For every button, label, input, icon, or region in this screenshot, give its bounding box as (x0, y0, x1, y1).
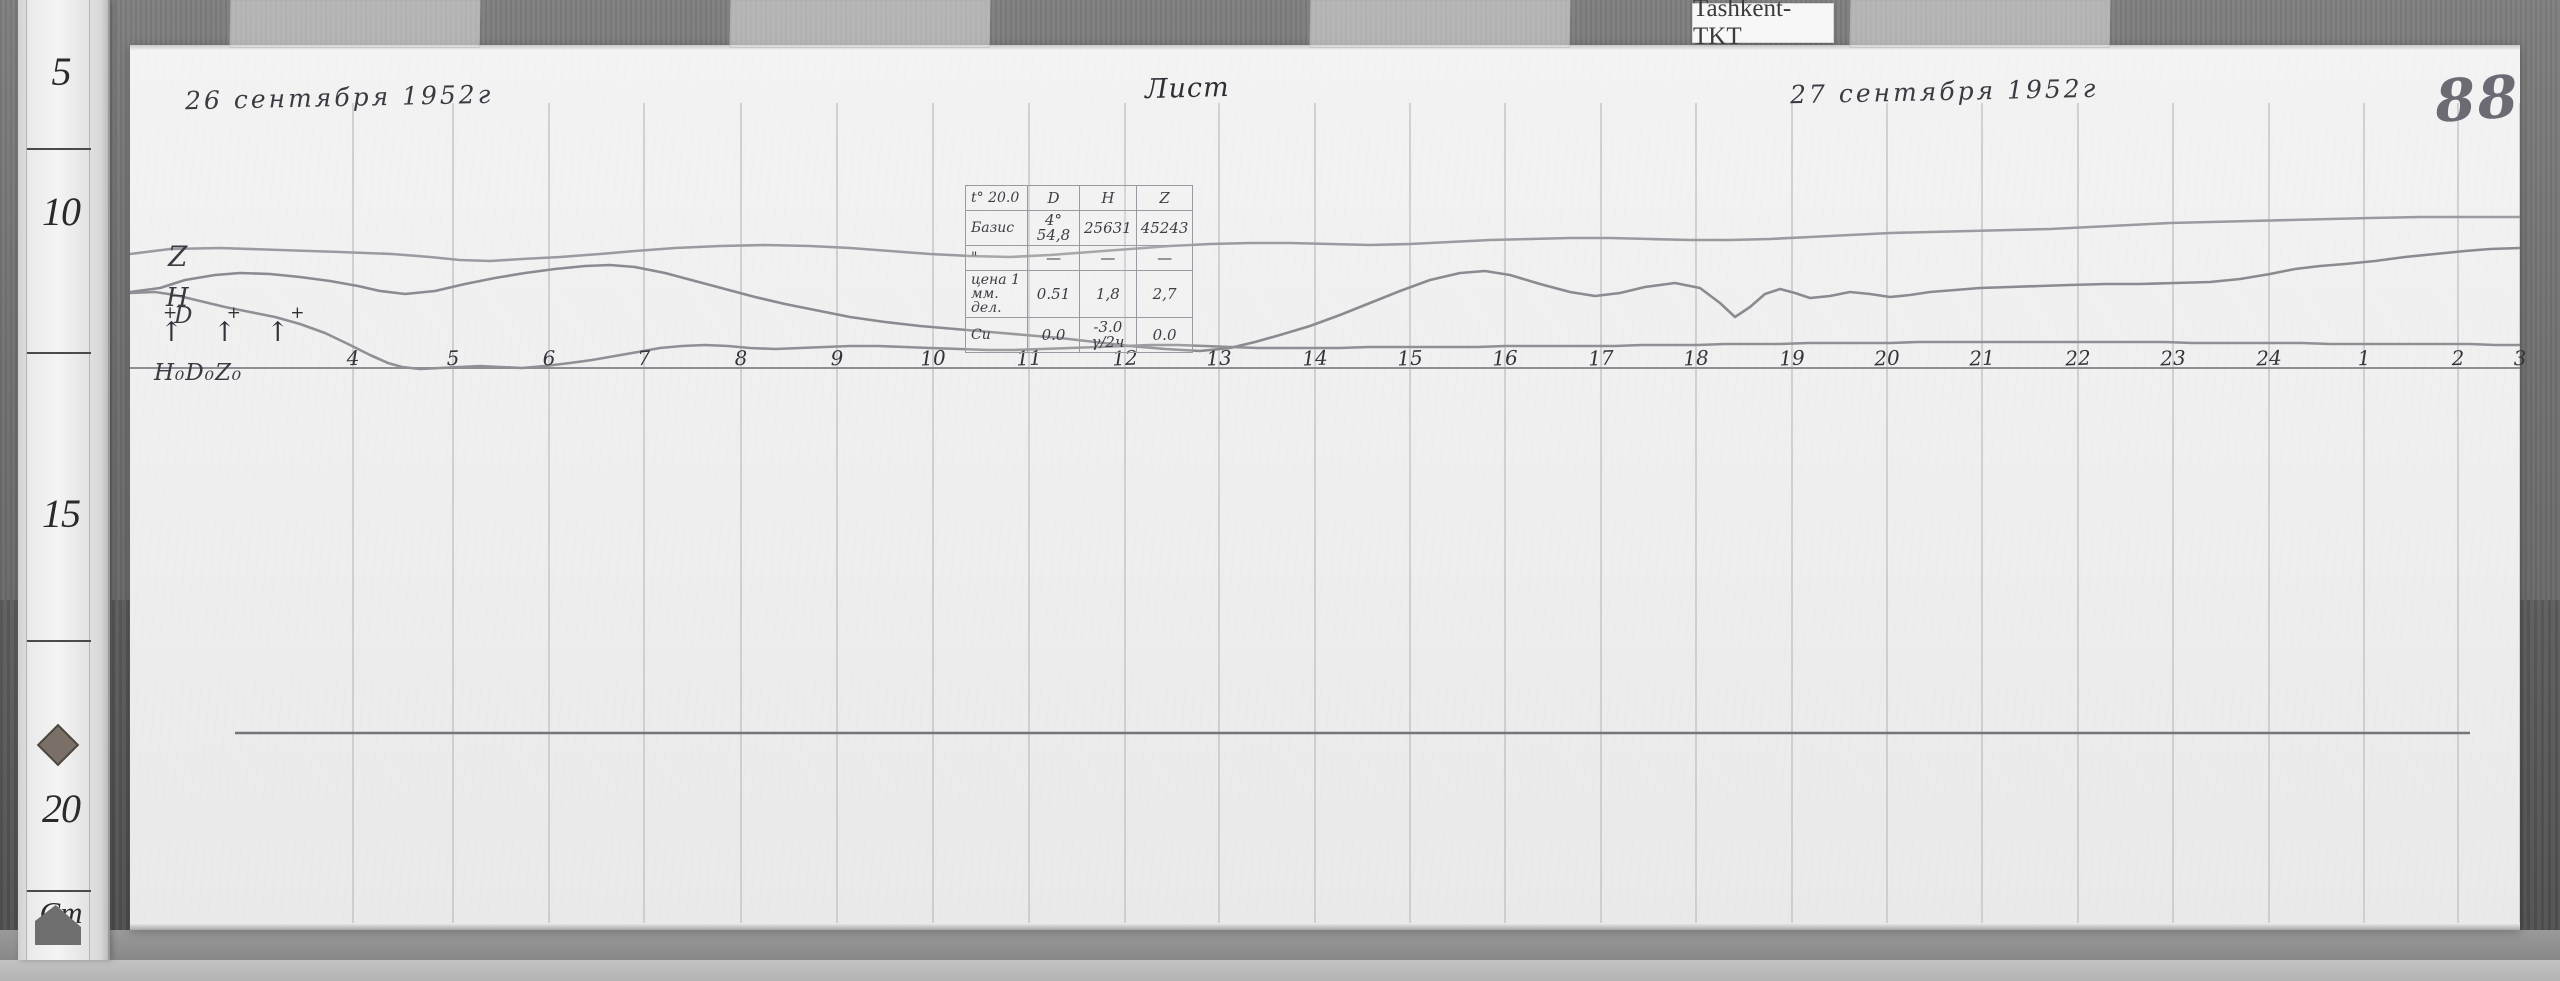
tape-strip-2 (729, 0, 991, 48)
calibration-row: Базис 4° 54,8 25631 45243 (965, 210, 1194, 246)
x-tick-label-24: 24 (2255, 345, 2283, 371)
x-tick-label-20: 20 (1873, 345, 1901, 371)
x-tick-label-15: 15 (1396, 345, 1424, 371)
ruler-tick-20 (27, 890, 91, 892)
x-tick-label-14: 14 (1301, 345, 1329, 371)
plot-area (130, 103, 2520, 923)
measuring-ruler: 5 10 15 20 Cm (18, 0, 110, 960)
calibration-cell-2-1: 0.51 (1027, 270, 1080, 318)
ruler-label-5: 5 (51, 49, 72, 94)
calibration-cell-1-3: — (1135, 245, 1194, 271)
calibration-col-header-1: D (1027, 185, 1080, 211)
calibration-cell-2-2: 1,8 (1079, 270, 1137, 318)
x-tick-label-7: 7 (637, 345, 651, 371)
calibration-row: " — — — (965, 245, 1194, 271)
calibration-cell-0-1: 4° 54,8 (1027, 210, 1080, 246)
handwritten-page-number: 88 (2432, 62, 2522, 136)
x-tick-label-22: 22 (2064, 345, 2092, 371)
baseline-label: H₀D₀Z₀ (154, 360, 243, 386)
calibration-cell-0-0: Базис (965, 210, 1028, 246)
calibration-cell-1-1: — (1027, 245, 1080, 271)
calibration-cell-3-3: 0.0 (1135, 317, 1194, 353)
direction-arrow-row: ↑ ↑ ↑ (160, 317, 301, 348)
trace-label-h: H (166, 283, 189, 313)
ruler-tick-15 (27, 640, 91, 642)
x-tick-label-17: 17 (1587, 345, 1615, 371)
trace-label-d: D (174, 303, 193, 330)
vertical-gridlines (352, 103, 2520, 923)
ruler-label-10: 10 (42, 189, 81, 234)
ruler-diamond-marker (36, 723, 80, 767)
tape-strip-3 (1309, 0, 1571, 48)
magnetogram-paper: 4 5 6 7 8 9 10 11 12 13 14 15 16 17 18 19 20 21 22 23 24 1 2 3 … (130, 0, 2527, 930)
calibration-row: цена 1 мм. дел. 0.51 1,8 2,7 (965, 270, 1194, 318)
calibration-header-row: t° 20.0 D H Z (965, 185, 1194, 211)
station-name-label: Tashkent-TKT (1692, 0, 1834, 50)
x-tick-label-1: 1 (2357, 345, 2371, 371)
ruler-label-15: 15 (42, 491, 81, 536)
x-tick-label-9: 9 (830, 345, 844, 371)
arrow-sign-row: + + + (163, 303, 327, 323)
trace-z (130, 215, 2520, 263)
calibration-cell-0-3: 45243 (1135, 210, 1194, 246)
calibration-col-header-3: Z (1135, 185, 1194, 211)
x-tick-label-5: 5 (446, 345, 460, 371)
trace-h (130, 246, 2520, 353)
calibration-cell-3-2: -3.0 γ/2ч (1079, 317, 1137, 353)
calibration-cell-2-0: цена 1 мм. дел. (965, 270, 1028, 318)
x-tick-label-18: 18 (1682, 345, 1710, 371)
calibration-cell-3-0: Cu (965, 317, 1028, 353)
calibration-row: Cu 0.0 -3.0 γ/2ч 0.0 (965, 317, 1194, 353)
x-tick-label-4: 4 (346, 345, 360, 371)
ruler-tick-5 (27, 148, 91, 150)
ruler-face: 5 10 15 20 Cm (26, 0, 91, 960)
x-tick-label-19: 19 (1778, 345, 1806, 371)
bench-edge-strip-2 (0, 960, 2560, 981)
calibration-cell-3-1: 0.0 (1027, 317, 1080, 353)
x-tick-label-10: 10 (919, 345, 947, 371)
calibration-col-header-2: H (1079, 185, 1137, 211)
tape-strip-4 (1849, 0, 2111, 48)
calibration-cell-0-2: 25631 (1079, 210, 1137, 246)
magnetic-traces (130, 215, 2520, 371)
calibration-cell-1-2: — (1079, 245, 1137, 271)
paper-bottom-edge (130, 924, 2520, 930)
x-tick-label-2: 2 (2451, 345, 2465, 371)
handwritten-sheet-title: Лист (1144, 71, 1231, 106)
calibration-col-header-0: t° 20.0 (965, 185, 1028, 211)
x-tick-label-6: 6 (542, 345, 556, 371)
ruler-label-20: 20 (42, 786, 81, 831)
trace-label-hd: H D (166, 285, 193, 330)
x-tick-label-3: 3 (2513, 345, 2527, 371)
trace-label-z: Z (168, 240, 188, 273)
calibration-cell-2-3: 2,7 (1135, 270, 1194, 318)
ruler-tick-10 (27, 352, 91, 354)
tape-strip-1 (229, 0, 481, 48)
calibration-cell-1-0: " (965, 245, 1028, 271)
x-tick-label-23: 23 (2159, 345, 2187, 371)
trace-d (130, 290, 2520, 371)
x-tick-label-13: 13 (1205, 345, 1233, 371)
x-tick-label-16: 16 (1491, 345, 1519, 371)
calibration-table: t° 20.0 D H Z Базис 4° 54,8 25631 45243 " — — — цена… (965, 185, 1194, 353)
x-tick-label-21: 21 (1968, 345, 1996, 371)
x-tick-label-8: 8 (734, 345, 748, 371)
